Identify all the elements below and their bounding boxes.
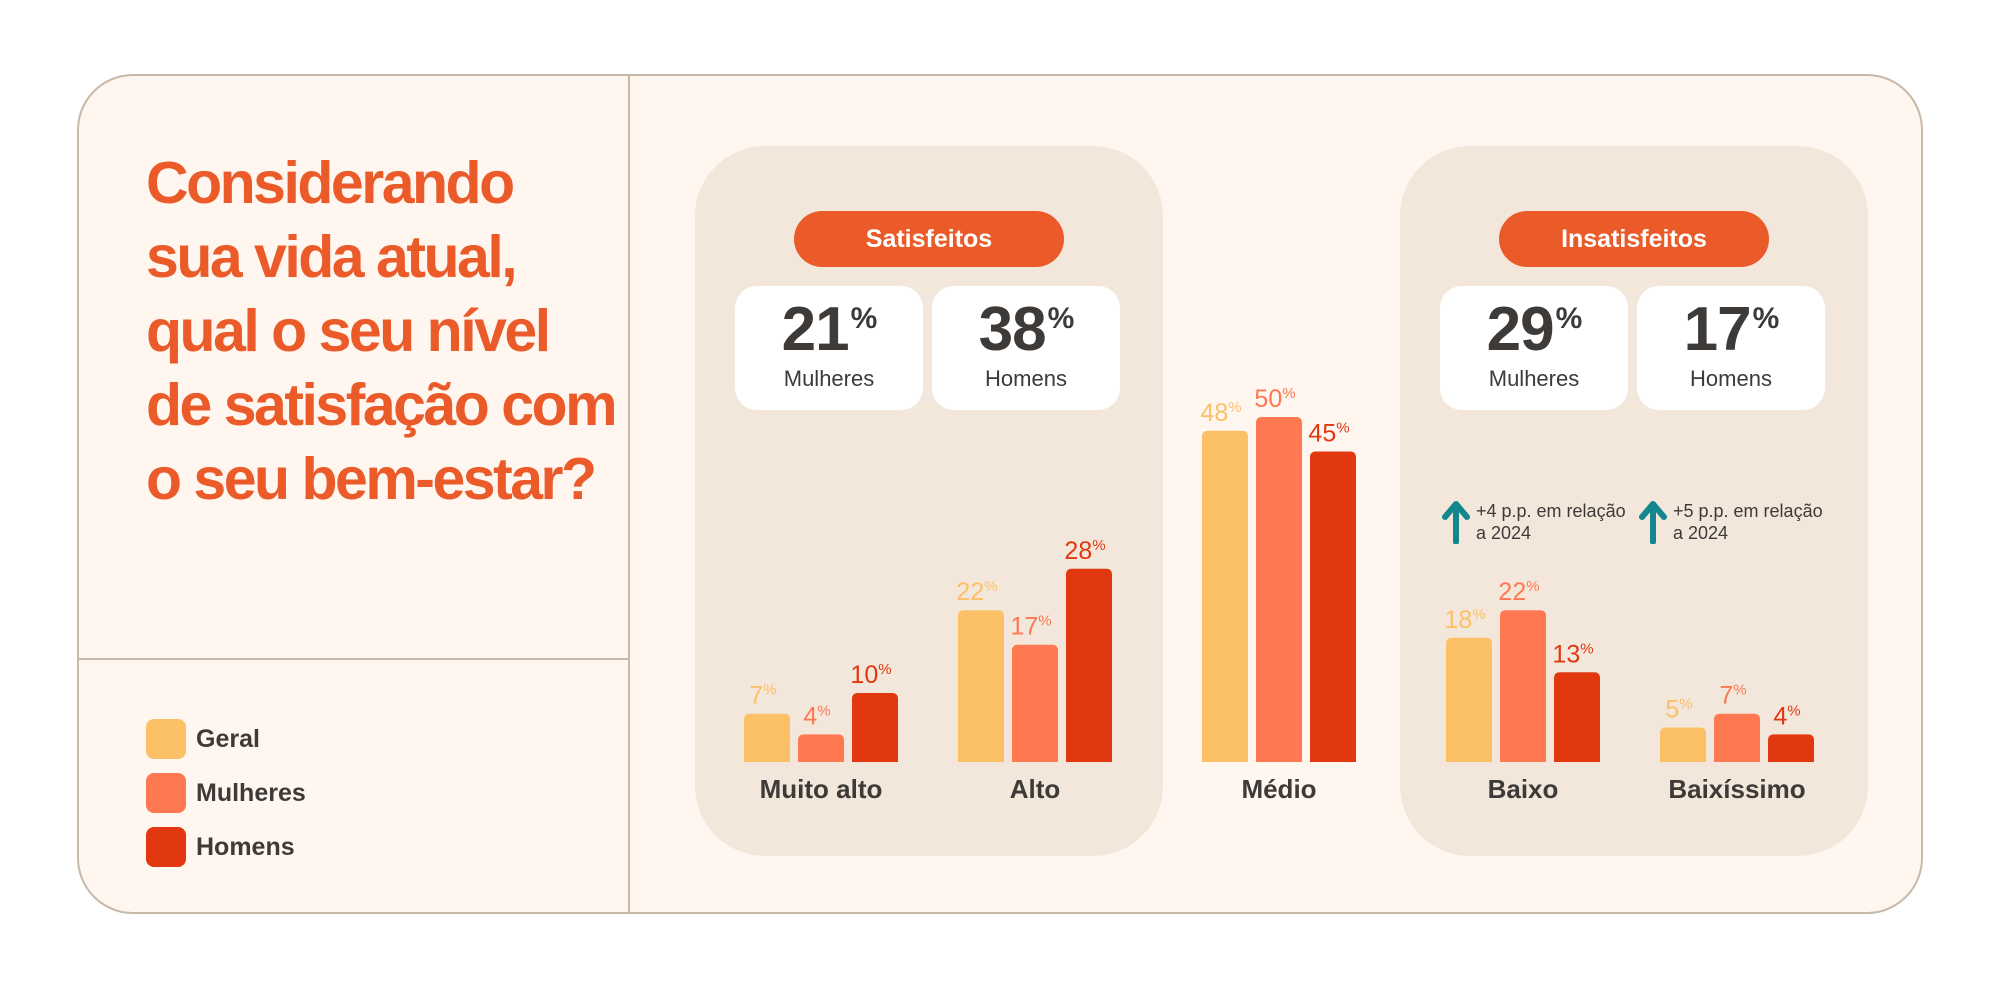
legend-label-geral: Geral (196, 724, 260, 753)
bar-value-label: 7% (1719, 682, 1746, 710)
stat-unit: % (1555, 302, 1583, 335)
stat-label: Homens (985, 366, 1067, 391)
bar-homens-1 (1066, 568, 1112, 762)
bar-value-label: 7% (749, 682, 776, 710)
bar-geral-3 (1446, 637, 1492, 762)
bar-homens-2 (1310, 451, 1356, 762)
bar-mulheres-4 (1714, 713, 1760, 762)
stat-label: Mulheres (1488, 366, 1580, 391)
stat-label: Homens (1690, 366, 1772, 391)
dissatisfied-panel: Insatisfeitos 29% Mulheres 17% Homens +4… (1400, 146, 1868, 856)
dissatisfied-stat-mulheres: 29% Mulheres (1440, 286, 1628, 410)
dissatisfied-stat-homens: 17% Homens (1637, 286, 1825, 410)
bar-geral-0 (744, 713, 790, 762)
category-label: Baixíssimo (1668, 774, 1805, 804)
stat-number: 29 (1486, 295, 1555, 364)
stat-value: 21% (735, 294, 923, 365)
question-title: Considerando sua vida atual, qual o seu … (146, 150, 618, 512)
bar-value-label: 10% (850, 661, 891, 689)
category-label: Médio (1241, 774, 1316, 804)
category-label: Muito alto (760, 774, 883, 804)
legend-item-homens: Homens (146, 820, 306, 874)
bar-chart: 7% 4% 10% Muito alto 22% 17% 28% Alto 48% 50% 45% M… (744, 385, 1814, 804)
horizontal-divider (79, 658, 629, 660)
bar-mulheres-0 (798, 734, 844, 762)
satisfied-pill: Satisfeitos (794, 211, 1064, 267)
legend-label-homens: Homens (196, 832, 295, 861)
arrow-up-icon (1639, 501, 1667, 544)
legend-swatch-geral (146, 719, 186, 759)
legend: Geral Mulheres Homens (146, 712, 306, 874)
legend-item-geral: Geral (146, 712, 306, 766)
delta-note: +4 p.p. em relação a 2024 (1476, 501, 1626, 543)
legend-label-mulheres: Mulheres (196, 778, 306, 807)
bar-mulheres-3 (1500, 610, 1546, 762)
bar-homens-0 (852, 693, 898, 762)
stat-label: Mulheres (783, 366, 875, 391)
bar-value-label: 13% (1552, 640, 1593, 668)
stat-unit: % (1047, 302, 1075, 335)
delta-mulheres: +4 p.p. em relação a 2024 (1440, 498, 1626, 544)
stat-value: 17% (1637, 294, 1825, 365)
stat-value: 38% (932, 294, 1120, 365)
bar-value-label: 28% (1064, 537, 1105, 565)
satisfied-stat-homens: 38% Homens (932, 286, 1120, 410)
bar-value-label: 17% (1010, 613, 1051, 641)
bar-value-label: 48% (1200, 399, 1241, 427)
bar-value-label: 4% (1773, 702, 1800, 730)
delta-note: +5 p.p. em relação a 2024 (1673, 501, 1823, 543)
legend-swatch-homens (146, 827, 186, 867)
dissatisfied-pill: Insatisfeitos (1499, 211, 1769, 267)
stat-number: 21 (781, 295, 850, 364)
stat-number: 17 (1683, 295, 1752, 364)
category-label: Alto (1010, 774, 1061, 804)
arrow-up-icon (1442, 501, 1470, 544)
bar-geral-4 (1660, 727, 1706, 762)
stat-unit: % (850, 302, 878, 335)
bar-mulheres-1 (1012, 644, 1058, 762)
stat-value: 29% (1440, 294, 1628, 365)
bar-value-label: 22% (956, 578, 997, 606)
legend-item-mulheres: Mulheres (146, 766, 306, 820)
chart-card: Considerando sua vida atual, qual o seu … (77, 74, 1923, 914)
bar-value-label: 22% (1498, 578, 1539, 606)
bar-mulheres-2 (1256, 417, 1302, 762)
bar-value-label: 4% (803, 702, 830, 730)
bar-value-label: 45% (1308, 420, 1349, 448)
bar-homens-3 (1554, 672, 1600, 762)
category-label: Baixo (1488, 774, 1559, 804)
bar-geral-2 (1202, 430, 1248, 762)
bar-value-label: 50% (1254, 385, 1295, 413)
satisfied-stat-mulheres: 21% Mulheres (735, 286, 923, 410)
vertical-divider (628, 76, 630, 912)
bar-value-label: 5% (1665, 696, 1692, 724)
bar-homens-4 (1768, 734, 1814, 762)
delta-homens: +5 p.p. em relação a 2024 (1637, 498, 1823, 544)
stat-unit: % (1752, 302, 1780, 335)
stat-number: 38 (978, 295, 1047, 364)
bar-geral-1 (958, 610, 1004, 762)
bar-value-label: 18% (1444, 606, 1485, 634)
legend-swatch-mulheres (146, 773, 186, 813)
